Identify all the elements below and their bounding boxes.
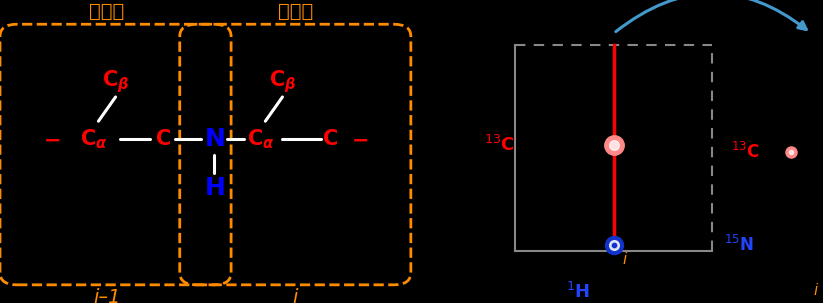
FancyArrowPatch shape xyxy=(616,0,807,32)
Text: $\mathbf{C}_{\boldsymbol{\beta}}$: $\mathbf{C}_{\boldsymbol{\beta}}$ xyxy=(102,68,129,95)
Text: $^{13}$C: $^{13}$C xyxy=(484,135,514,155)
Text: $\mathbf{N}$: $\mathbf{N}$ xyxy=(203,127,225,152)
Text: $\mathbf{C}_{\boldsymbol{\beta}}$: $\mathbf{C}_{\boldsymbol{\beta}}$ xyxy=(269,68,296,95)
Text: $\mathbf{-}$: $\mathbf{-}$ xyxy=(43,129,60,149)
Text: $\mathbf{C}_{\boldsymbol{\alpha}}$: $\mathbf{C}_{\boldsymbol{\alpha}}$ xyxy=(247,128,275,151)
Text: $\mathbf{C}$: $\mathbf{C}$ xyxy=(322,129,337,149)
Text: $^{13}$C: $^{13}$C xyxy=(731,142,760,161)
Text: $^{1}$H: $^{1}$H xyxy=(566,282,590,302)
Text: $^{15}$N: $^{15}$N xyxy=(724,235,754,255)
Text: $\mathbf{C}$: $\mathbf{C}$ xyxy=(155,129,170,149)
Text: 残基間: 残基間 xyxy=(90,2,124,21)
Text: $\mathbf{-}$: $\mathbf{-}$ xyxy=(351,129,368,149)
Text: $\mathbf{C}_{\boldsymbol{\alpha}}$: $\mathbf{C}_{\boldsymbol{\alpha}}$ xyxy=(81,128,108,151)
Text: i: i xyxy=(293,288,298,303)
Text: i–1: i–1 xyxy=(93,288,121,303)
Text: 残基内: 残基内 xyxy=(277,2,313,21)
Text: $\mathbf{H}$: $\mathbf{H}$ xyxy=(203,176,225,200)
Text: $\it{i}$: $\it{i}$ xyxy=(813,282,819,298)
Text: $\it{i}$: $\it{i}$ xyxy=(622,251,629,267)
